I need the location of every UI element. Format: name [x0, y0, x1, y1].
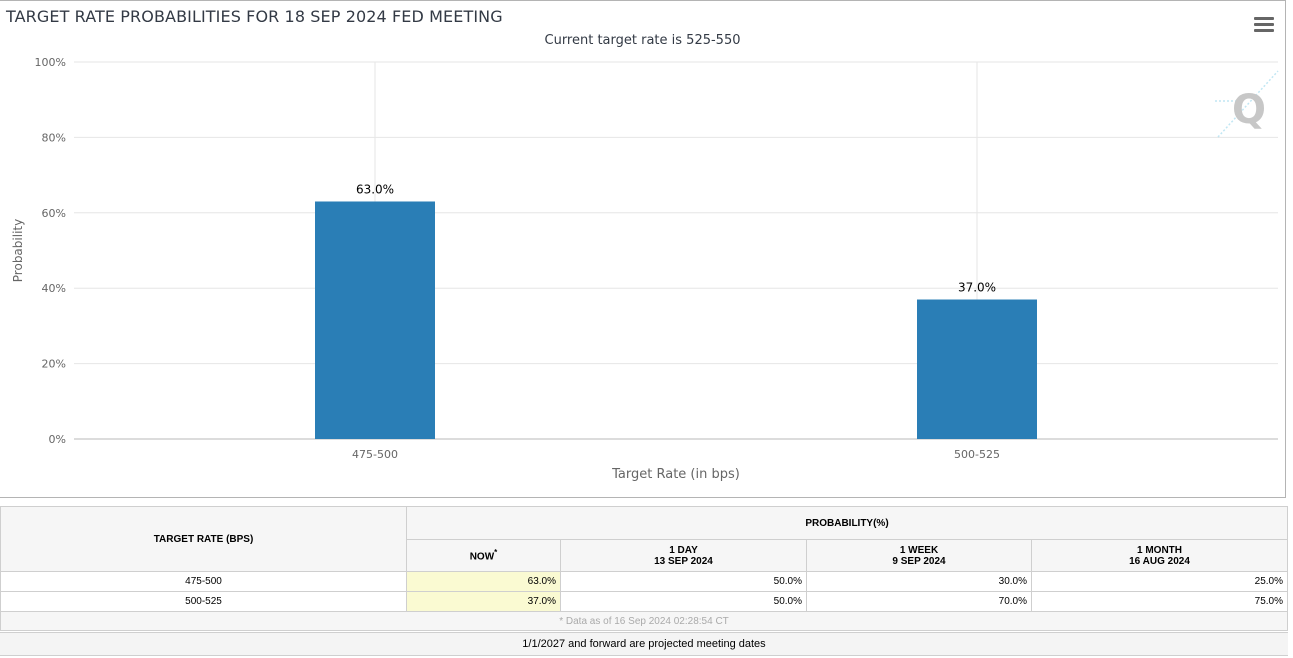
projected-dates-footnote: 1/1/2027 and forward are projected meeti…: [0, 632, 1288, 656]
svg-text:Q: Q: [1232, 87, 1266, 133]
column-header-1-day: 1 DAY 13 SEP 2024: [560, 539, 807, 572]
value-cell: 70.0%: [806, 591, 1032, 612]
y-tick-label: 20%: [42, 358, 66, 371]
value-cell: 63.0%: [406, 571, 561, 592]
value-cell: 50.0%: [560, 571, 807, 592]
value-cell: 50.0%: [560, 591, 807, 612]
data-timestamp-note: * Data as of 16 Sep 2024 02:28:54 CT: [0, 611, 1288, 631]
data-label: 63.0%: [356, 182, 394, 196]
hamburger-menu-icon[interactable]: [1254, 17, 1274, 35]
table-row: 475-500 63.0% 50.0% 30.0% 25.0%: [0, 571, 1288, 592]
value-cell: 37.0%: [406, 591, 561, 612]
x-axis-label: Target Rate (in bps): [611, 467, 740, 482]
rate-cell: 475-500: [0, 571, 407, 592]
y-tick-label: 40%: [42, 282, 66, 295]
chart-panel: 0% 20% 40% 60% 80% 100% 63.0% 475-500 37.0% 500-5…: [0, 0, 1286, 498]
y-tick-label: 80%: [42, 131, 66, 144]
column-header-1-week: 1 WEEK 9 SEP 2024: [806, 539, 1032, 572]
y-tick-label: 100%: [35, 56, 66, 69]
column-header-1-month: 1 MONTH 16 AUG 2024: [1031, 539, 1288, 572]
data-label: 37.0%: [958, 281, 996, 295]
probability-header: PROBABILITY(%): [406, 506, 1288, 540]
chart-subtitle: Current target rate is 525-550: [544, 33, 741, 48]
target-rate-header: TARGET RATE (BPS): [0, 506, 407, 572]
bar[interactable]: [315, 201, 435, 439]
bar[interactable]: [917, 299, 1037, 439]
table-row: 500-525 37.0% 50.0% 70.0% 75.0%: [0, 591, 1288, 612]
y-tick-label: 60%: [42, 207, 66, 220]
column-header-now: NOW*: [406, 539, 561, 572]
probability-table: TARGET RATE (BPS) PROBABILITY(%) NOW* 1 …: [0, 506, 1288, 631]
q-logo-icon: Q: [1215, 70, 1279, 138]
x-tick-label: 475-500: [352, 448, 398, 461]
x-tick-label: 500-525: [954, 448, 1000, 461]
chart-svg: 0% 20% 40% 60% 80% 100% 63.0% 475-500 37.0% 500-5…: [11, 56, 1279, 482]
y-axis-label: Probability: [11, 219, 25, 282]
value-cell: 25.0%: [1031, 571, 1288, 592]
y-tick-label: 0%: [49, 433, 66, 446]
rate-cell: 500-525: [0, 591, 407, 612]
chart-title: TARGET RATE PROBABILITIES FOR 18 SEP 202…: [6, 7, 503, 26]
value-cell: 30.0%: [806, 571, 1032, 592]
value-cell: 75.0%: [1031, 591, 1288, 612]
